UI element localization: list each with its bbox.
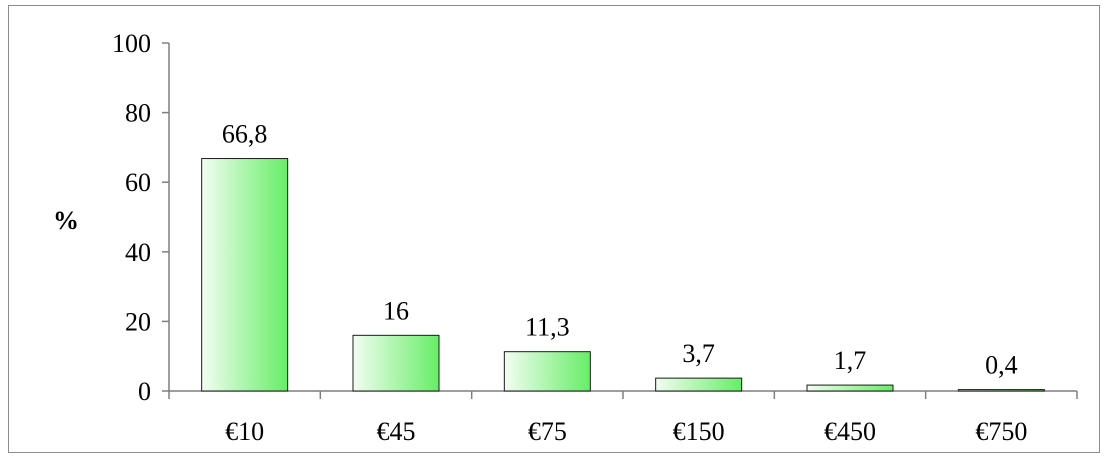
- x-tick-label-2: €75: [528, 417, 567, 446]
- bar-1: [352, 334, 440, 392]
- bar-5: [957, 389, 1045, 392]
- y-tick-label: 60: [125, 168, 151, 197]
- axes: [162, 42, 1078, 399]
- y-axis-title: %: [53, 206, 79, 235]
- data-label-2: 11,3: [525, 313, 570, 342]
- bar-4: [806, 384, 894, 392]
- bar-2: [503, 351, 591, 392]
- y-tick-label: 20: [125, 307, 151, 336]
- labels: 0 20 40 60 80 100% 66,8 €10 16 €45 11,3 €75 3,7 €150 1…: [53, 29, 1027, 446]
- x-tick-label-3: €150: [673, 417, 725, 446]
- x-tick-label-5: €750: [975, 417, 1027, 446]
- bar-3: [655, 377, 743, 392]
- x-tick-label-0: €10: [225, 417, 264, 446]
- bar-chart: 0 20 40 60 80 100% 66,8 €10 16 €45 11,3 €75 3,7 €150 1…: [53, 29, 1078, 446]
- y-tick-label: 40: [125, 238, 151, 267]
- data-label-5: 0,4: [985, 351, 1018, 380]
- bars: [201, 158, 1045, 392]
- data-label-3: 3,7: [682, 339, 715, 368]
- data-label-1: 16: [383, 296, 409, 325]
- data-label-0: 66,8: [222, 120, 268, 149]
- y-tick-label: 100: [112, 29, 151, 58]
- x-tick-label-4: €450: [824, 417, 876, 446]
- chart-frame: 0 20 40 60 80 100% 66,8 €10 16 €45 11,3 €75 3,7 €150 1…: [8, 5, 1100, 453]
- x-tick-label-1: €45: [377, 417, 416, 446]
- bar-0: [201, 158, 289, 392]
- data-label-4: 1,7: [834, 346, 867, 375]
- y-tick-label: 0: [138, 377, 151, 406]
- y-tick-label: 80: [125, 99, 151, 128]
